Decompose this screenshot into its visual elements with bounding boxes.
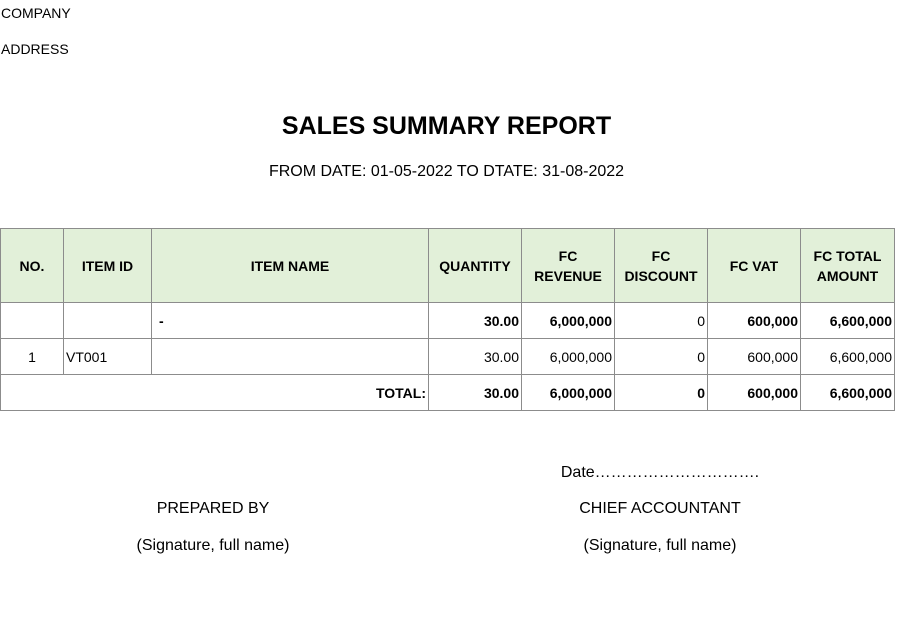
row-fc-total-amount-cell: 6,600,000: [800, 338, 895, 375]
row-quantity-cell: 30.00: [428, 338, 522, 375]
total-fc-revenue-cell: 6,000,000: [521, 374, 615, 411]
total-fc-vat-cell: 600,000: [707, 374, 801, 411]
header-quantity: QUANTITY: [428, 228, 522, 303]
group-item-name-cell: -: [151, 302, 429, 339]
prepared-signature-hint: (Signature, full name): [136, 537, 290, 554]
address-label: ADDRESS: [1, 41, 69, 57]
row-fc-discount-cell: 0: [614, 338, 708, 375]
chief-accountant-label: CHIEF ACCOUNTANT: [579, 500, 741, 517]
group-fc-total-amount-cell: 6,600,000: [800, 302, 895, 339]
chief-signature-hint: (Signature, full name): [583, 537, 737, 554]
group-item-id-cell: [63, 302, 152, 339]
group-row: - 30.00 6,000,000 0 600,000 6,600,000: [0, 302, 895, 339]
report-date-range: FROM DATE: 01-05-2022 TO DTATE: 31-08-20…: [268, 163, 625, 180]
table-row: 1 VT001 30.00 6,000,000 0 600,000 6,600,…: [0, 338, 895, 375]
company-label: COMPANY: [1, 5, 71, 21]
group-fc-discount-cell: 0: [614, 302, 708, 339]
row-fc-revenue-cell: 6,000,000: [521, 338, 615, 375]
signature-date-label: Date………………………….: [560, 464, 760, 481]
total-fc-discount-cell: 0: [614, 374, 708, 411]
total-row: TOTAL: 30.00 6,000,000 0 600,000 6,600,0…: [0, 374, 895, 411]
row-item-id-cell: VT001: [63, 338, 152, 375]
total-label-cell: TOTAL:: [0, 374, 429, 411]
total-fc-total-amount-cell: 6,600,000: [800, 374, 895, 411]
header-no: NO.: [0, 228, 64, 303]
header-fc-discount: FC DISCOUNT: [614, 228, 708, 303]
sales-summary-table: NO. ITEM ID ITEM NAME QUANTITY FC REVENU…: [0, 228, 895, 411]
group-fc-revenue-cell: 6,000,000: [521, 302, 615, 339]
table-header-row: NO. ITEM ID ITEM NAME QUANTITY FC REVENU…: [0, 228, 895, 303]
total-quantity-cell: 30.00: [428, 374, 522, 411]
header-item-id: ITEM ID: [63, 228, 152, 303]
header-fc-revenue: FC REVENUE: [521, 228, 615, 303]
header-item-name: ITEM NAME: [151, 228, 429, 303]
header-fc-vat: FC VAT: [707, 228, 801, 303]
prepared-by-label: PREPARED BY: [156, 500, 270, 517]
group-quantity-cell: 30.00: [428, 302, 522, 339]
row-fc-vat-cell: 600,000: [707, 338, 801, 375]
header-fc-total-amount: FC TOTAL AMOUNT: [800, 228, 895, 303]
group-no-cell: [0, 302, 64, 339]
report-title: SALES SUMMARY REPORT: [281, 112, 612, 140]
group-fc-vat-cell: 600,000: [707, 302, 801, 339]
row-item-name-cell: [151, 338, 429, 375]
row-no-cell: 1: [0, 338, 64, 375]
